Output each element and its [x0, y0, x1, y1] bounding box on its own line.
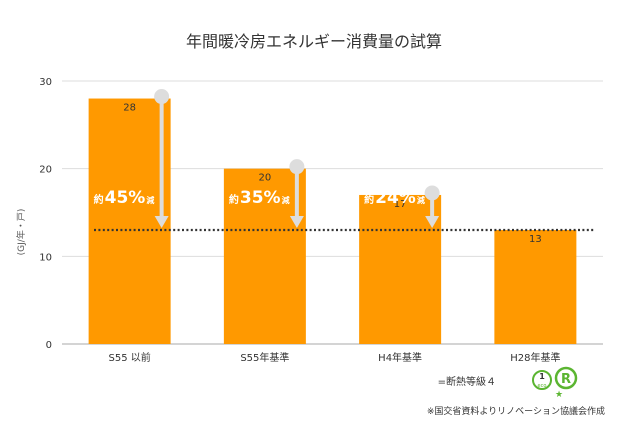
chart-title: 年間暖冷房エネルギー消費量の試算: [186, 32, 442, 51]
arrow-head: [425, 216, 440, 229]
reduction-value: 24%: [375, 188, 416, 208]
arrow-start-dot: [154, 89, 170, 105]
arrow-start-dot: [424, 185, 440, 201]
reduction-annotations: 約45%減 約35%減 約24%減: [94, 89, 440, 229]
data-label: 20: [259, 173, 272, 184]
data-label: 13: [529, 234, 542, 245]
reduction-prefix: 約: [94, 193, 104, 206]
eco-badge-number: 1: [539, 372, 545, 381]
x-tick-label: H4年基準: [378, 351, 422, 364]
reduction-label: 約35%減: [229, 188, 290, 208]
eco-badge-circle: [532, 370, 552, 390]
y-axis-label: (GJ/年・戸): [15, 209, 27, 256]
reduction-value: 45%: [105, 188, 146, 208]
data-labels: 28 20 17 13: [123, 103, 541, 246]
r-mark-letter: R: [561, 372, 571, 387]
data-label: 17: [394, 199, 407, 210]
legend-text: =断熱等級４: [438, 375, 496, 388]
r-mark-circle: [554, 366, 578, 390]
star-icon: ★: [555, 390, 563, 400]
arrow-head: [154, 216, 169, 229]
reduction-suffix: 減: [146, 195, 154, 205]
reduction-prefix: 約: [229, 193, 239, 206]
y-axis-ticks: 0 10 20 30: [39, 77, 52, 351]
reduction-label: 約45%減: [94, 188, 155, 208]
reduction-suffix: 減: [417, 195, 425, 205]
x-tick-label: H28年基準: [510, 351, 560, 364]
y-tick-label: 0: [46, 340, 52, 351]
eco-badge-word: eco: [538, 383, 547, 389]
arrow-start-dot: [289, 159, 305, 175]
source-note: ※国交省資料よりリノベーション協議会作成: [427, 405, 605, 417]
bars: [88, 98, 577, 345]
y-tick-label: 20: [39, 165, 52, 176]
arrow-head: [289, 216, 304, 229]
reduction-suffix: 減: [282, 195, 290, 205]
x-tick-label: S55 以前: [108, 351, 150, 364]
x-tick-label: S55年基準: [240, 351, 289, 364]
data-label: 28: [123, 103, 136, 114]
reduction-value: 35%: [240, 188, 281, 208]
x-axis-ticks: S55 以前 S55年基準 H4年基準 H28年基準: [108, 351, 560, 364]
bar: [494, 230, 577, 344]
reduction-prefix: 約: [364, 193, 374, 206]
y-tick-label: 10: [39, 252, 52, 263]
bar: [223, 168, 306, 344]
eco-badge: 1 eco R ★: [532, 366, 578, 400]
reduction-label: 約24%減: [364, 188, 425, 208]
y-tick-label: 30: [39, 77, 52, 88]
bar: [88, 98, 171, 345]
